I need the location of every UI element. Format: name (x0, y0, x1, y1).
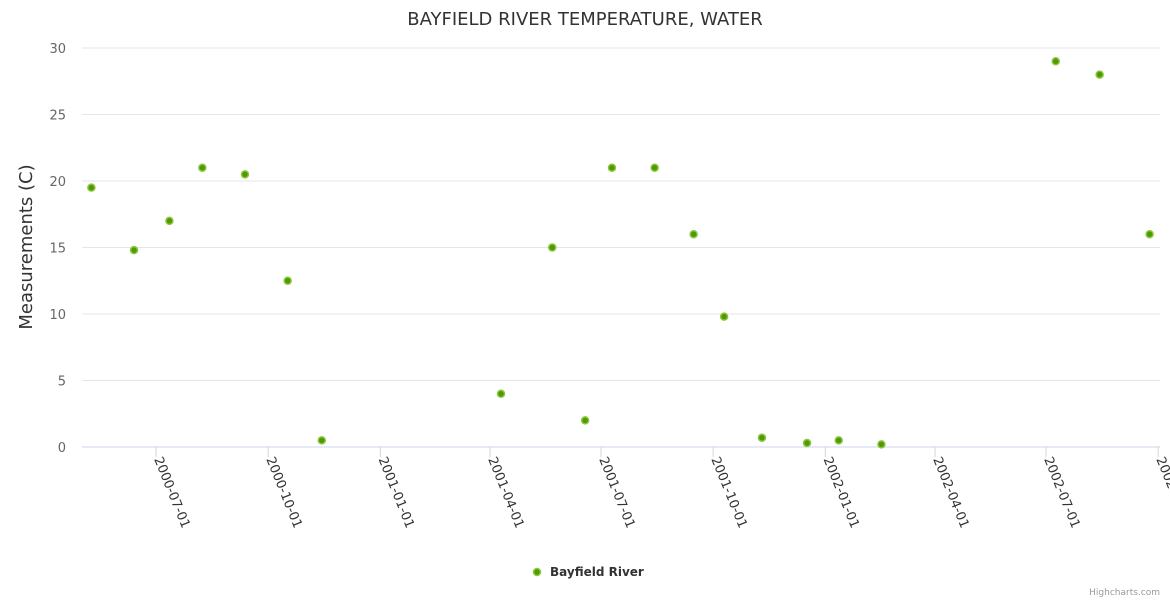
y-tick-label: 0 (58, 441, 66, 456)
data-points (87, 57, 1154, 449)
chart-title: BAYFIELD RIVER TEMPERATURE, WATER (407, 9, 763, 30)
legend-marker (532, 567, 542, 577)
y-tick-label: 20 (49, 175, 66, 190)
x-tick-label: 2000-07-01 (150, 455, 192, 531)
data-point (607, 163, 617, 172)
data-point (198, 163, 207, 172)
data-point (1095, 70, 1104, 79)
x-tick-label: 2002-07-01 (1040, 455, 1082, 531)
data-point (165, 216, 174, 226)
y-axis-ticks: 0 5 10 15 20 25 30 (49, 42, 66, 456)
data-point (240, 170, 250, 179)
x-tick-label: 2002-01-01 (820, 455, 862, 531)
data-point (757, 433, 767, 442)
data-point (129, 245, 139, 255)
legend-item-bayfield-river[interactable]: Bayfield River (532, 565, 644, 579)
x-tick-label: 2001-01-01 (375, 455, 417, 531)
data-point (1145, 229, 1154, 239)
data-point (87, 183, 96, 192)
x-tick-label: 2001-07-01 (595, 455, 637, 531)
data-point (834, 436, 843, 445)
data-point (802, 438, 812, 448)
data-point (317, 436, 327, 445)
x-tick-label: 2002-04-01 (929, 455, 971, 531)
data-point (719, 312, 729, 321)
y-tick-label: 25 (49, 109, 66, 124)
y-axis-label: Measurements (C) (16, 164, 37, 329)
y-tick-label: 30 (49, 42, 66, 57)
credits-link[interactable]: Highcharts.com (1089, 588, 1160, 598)
x-tick-label: 2000-10-01 (262, 455, 304, 531)
data-point (1051, 57, 1061, 66)
x-tick-label: 2001-04-01 (484, 455, 526, 531)
data-point (283, 276, 292, 285)
legend-label: Bayfield River (550, 565, 644, 579)
x-tick-label: 2002-10-01 (1152, 455, 1170, 531)
x-tick-label: 2001-10-01 (707, 455, 749, 531)
y-tick-label: 15 (49, 242, 66, 257)
y-tick-label: 5 (58, 375, 66, 390)
data-point (650, 163, 659, 172)
data-point (496, 389, 506, 399)
data-point (580, 416, 590, 425)
grid-lines (82, 47, 1160, 381)
x-axis: 2000-07-01 2000-10-01 2001-01-01 2001-04-01… (82, 446, 1170, 531)
data-point (547, 243, 557, 252)
data-point (877, 440, 886, 449)
data-point (689, 229, 698, 239)
y-tick-label: 10 (49, 308, 66, 323)
